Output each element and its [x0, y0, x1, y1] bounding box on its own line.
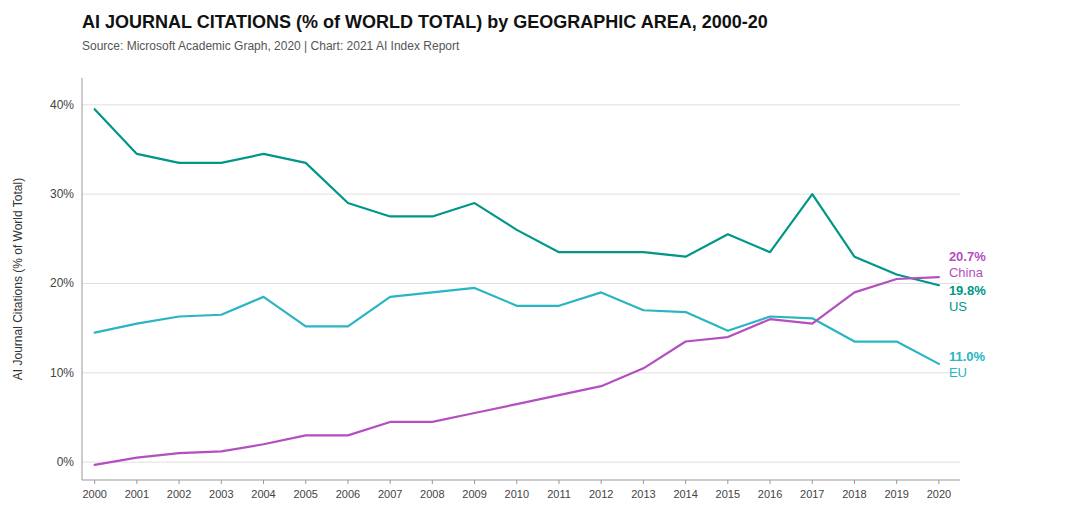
x-tick: [432, 480, 433, 484]
x-tick: [136, 480, 137, 484]
x-tick: [896, 480, 897, 484]
series-name: US: [949, 299, 967, 314]
x-tick: [263, 480, 264, 484]
data-label: 11.0%: [949, 349, 986, 364]
grid-line: [82, 104, 960, 105]
x-tick-label: 2007: [378, 488, 402, 500]
y-axis-line: [82, 78, 83, 480]
x-tick: [94, 480, 95, 484]
x-tick-label: 2017: [800, 488, 824, 500]
series-line: [95, 109, 939, 285]
x-tick-label: 2003: [209, 488, 233, 500]
x-tick-label: 2000: [82, 488, 106, 500]
x-tick: [938, 480, 939, 484]
x-tick: [727, 480, 728, 484]
grid-line: [82, 194, 960, 195]
title: AI JOURNAL CITATIONS (% of WORLD TOTAL) …: [82, 12, 768, 32]
x-tick: [390, 480, 391, 484]
x-tick-label: 2001: [125, 488, 149, 500]
x-tick-label: 2008: [420, 488, 444, 500]
x-tick-label: 2010: [505, 488, 529, 500]
x-tick: [347, 480, 348, 484]
x-tick-label: 2004: [251, 488, 275, 500]
y-tick-label: 10%: [50, 366, 74, 380]
x-tick-label: 2002: [167, 488, 191, 500]
x-tick-label: 2009: [462, 488, 486, 500]
end-labels: 20.7%China 19.8%US 11.0%EU: [949, 249, 986, 380]
grid-line: [82, 372, 960, 373]
x-tick: [854, 480, 855, 484]
series-line: [95, 288, 939, 364]
series-name: EU: [949, 365, 967, 380]
y-tick-label: 30%: [50, 187, 74, 201]
x-tick-label: 2013: [631, 488, 655, 500]
x-tick: [643, 480, 644, 484]
x-tick: [770, 480, 771, 484]
x-tick: [812, 480, 813, 484]
y-tick-label: 0%: [57, 455, 75, 469]
x-tick-label: 2015: [716, 488, 740, 500]
data-label: 19.8%: [949, 283, 986, 298]
x-tick-label: 2020: [927, 488, 951, 500]
y-axis-label: AI Journal Citations (% of World Total): [11, 178, 25, 380]
x-tick-label: 2011: [547, 488, 571, 500]
x-tick-label: 2006: [336, 488, 360, 500]
series-name: China: [949, 265, 984, 280]
y-tick-label: 20%: [50, 276, 74, 290]
x-tick-label: 2005: [293, 488, 317, 500]
x-tick: [221, 480, 222, 484]
x-tick: [685, 480, 686, 484]
grid-line: [82, 283, 960, 284]
series-line: [95, 277, 939, 465]
x-tick-label: 2014: [673, 488, 697, 500]
x-tick-label: 2016: [758, 488, 782, 500]
chart: AI JOURNAL CITATIONS (% of WORLD TOTAL) …: [0, 0, 1080, 528]
x-tick: [516, 480, 517, 484]
subtitle: Source: Microsoft Academic Graph, 2020 |…: [82, 39, 460, 53]
x-tick: [305, 480, 306, 484]
data-label: 20.7%: [949, 249, 986, 264]
y-tick-label: 40%: [50, 98, 74, 112]
x-tick: [558, 480, 559, 484]
x-tick-label: 2012: [589, 488, 613, 500]
lines: [95, 109, 939, 465]
x-axis-line: [82, 480, 960, 481]
x-tick-label: 2019: [884, 488, 908, 500]
x-tick: [179, 480, 180, 484]
x-tick: [601, 480, 602, 484]
y-grid: [82, 105, 960, 462]
x-tick-label: 2018: [842, 488, 866, 500]
x-tick: [474, 480, 475, 484]
grid-line: [82, 462, 960, 463]
